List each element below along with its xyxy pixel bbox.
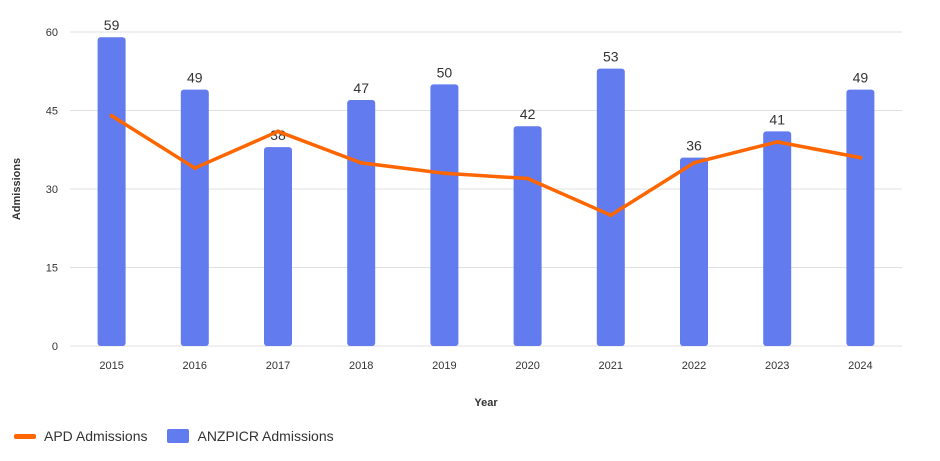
x-tick-label: 2021 <box>599 360 623 372</box>
legend-swatch-bar <box>167 429 190 443</box>
y-tick-label: 60 <box>46 27 58 39</box>
x-tick-label: 2024 <box>848 360 872 372</box>
data-label: 49 <box>853 70 869 86</box>
y-tick-label: 45 <box>46 106 58 118</box>
data-label: 59 <box>104 17 120 33</box>
data-label: 53 <box>603 49 619 65</box>
x-tick-label: 2020 <box>515 360 539 372</box>
y-tick-label: 30 <box>46 184 58 196</box>
line-point <box>109 113 114 118</box>
data-label: 36 <box>686 138 702 154</box>
x-tick-label: 2017 <box>266 360 290 372</box>
data-label: 41 <box>769 111 785 127</box>
data-label: 50 <box>437 64 453 80</box>
data-label: 42 <box>520 106 536 122</box>
legend-item-apd[interactable]: APD Admissions <box>14 428 147 444</box>
data-label: 47 <box>353 80 369 96</box>
bar <box>763 131 792 346</box>
legend: APD Admissions ANZPICR Admissions <box>14 428 334 444</box>
line-point <box>442 171 447 176</box>
line-point <box>276 129 280 134</box>
line-point <box>192 166 197 171</box>
legend-swatch-line <box>14 433 36 439</box>
line-point <box>692 160 696 165</box>
x-tick-label: 2018 <box>349 360 373 372</box>
line-point <box>608 213 613 218</box>
line-point <box>858 155 863 160</box>
bar <box>513 126 542 346</box>
x-tick-label: 2019 <box>432 360 456 372</box>
legend-item-anzpicr[interactable]: ANZPICR Admissions <box>167 428 334 444</box>
line-point <box>775 139 780 144</box>
y-axis-title: Admissions <box>11 158 23 220</box>
bar <box>430 84 459 346</box>
line-point <box>525 176 530 181</box>
y-tick-label: 0 <box>52 341 58 353</box>
bar <box>347 100 376 347</box>
x-tick-label: 2015 <box>99 360 123 372</box>
y-tick-label: 15 <box>46 263 58 275</box>
bar <box>846 89 875 347</box>
legend-label: ANZPICR Admissions <box>197 428 334 444</box>
data-label: 49 <box>187 70 203 86</box>
x-tick-label: 2023 <box>765 360 789 372</box>
legend-label: APD Admissions <box>44 428 148 444</box>
bar <box>180 89 209 347</box>
bar <box>596 68 625 346</box>
x-tick-label: 2016 <box>183 360 207 372</box>
line-point <box>359 160 364 165</box>
apd-line <box>110 114 861 217</box>
bar <box>97 37 126 346</box>
x-tick-label: 2022 <box>682 360 706 372</box>
bar <box>264 147 292 346</box>
x-axis-title: Year <box>474 397 498 409</box>
bar <box>680 157 708 346</box>
